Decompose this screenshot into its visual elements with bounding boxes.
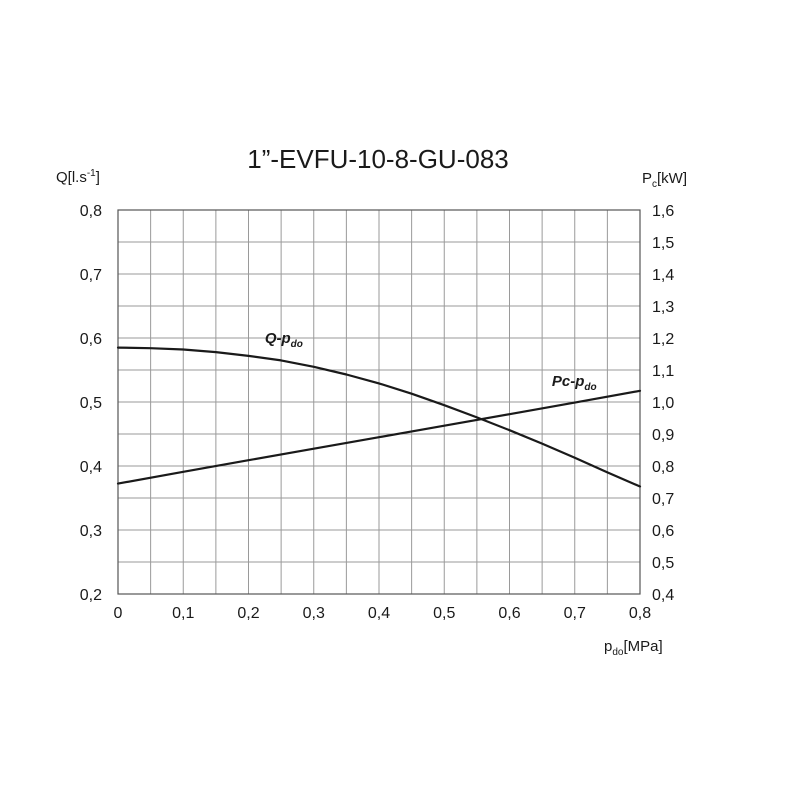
y-right-tick-label: 1,3 <box>652 299 674 316</box>
y-left-tick-label: 0,7 <box>80 267 102 284</box>
y-right-tick-label: 0,8 <box>652 459 674 476</box>
y-left-tick-label: 0,5 <box>80 395 102 412</box>
series-line-q <box>116 346 642 488</box>
y-right-tick-label: 1,1 <box>652 363 674 380</box>
y-left-tick-labels: 0,2 0,3 0,4 0,5 0,6 0,7 0,8 <box>80 203 102 604</box>
x-tick-label: 0,3 <box>303 605 325 622</box>
y-right-tick-labels: 0,4 0,5 0,6 0,7 0,8 0,9 1,0 1,1 1,2 1,3 1,4 1,5 1,6 <box>652 203 674 604</box>
x-tick-label: 0,2 <box>237 605 259 622</box>
x-tick-label: 0,6 <box>498 605 520 622</box>
chart-title: 1”-EVFU-10-8-GU-083 <box>247 144 509 174</box>
y-left-tick-label: 0,6 <box>80 331 102 348</box>
series-label-q: Q-pdo <box>265 330 303 350</box>
y-left-tick-label: 0,3 <box>80 523 102 540</box>
x-tick-label: 0,4 <box>368 605 390 622</box>
x-tick-label: 0,7 <box>564 605 586 622</box>
x-tick-label: 0,8 <box>629 605 651 622</box>
y-right-tick-label: 1,4 <box>652 267 674 284</box>
y-right-tick-label: 0,7 <box>652 491 674 508</box>
y-right-tick-label: 1,6 <box>652 203 674 220</box>
series-group <box>116 346 642 488</box>
x-tick-labels: 0 0,1 0,2 0,3 0,4 0,5 0,6 0,7 0,8 <box>114 605 652 622</box>
plot-border <box>117 209 641 595</box>
y-right-axis-label: Pc[kW] <box>642 170 687 190</box>
series-label-pc: Pc-pdo <box>552 373 597 393</box>
plot-frame <box>117 209 641 595</box>
y-right-tick-label: 1,2 <box>652 331 674 348</box>
series-labels: Q-pdo Pc-pdo <box>265 330 597 393</box>
y-right-tick-label: 0,4 <box>652 587 674 604</box>
x-axis-label: pdo[MPa] <box>604 638 663 658</box>
y-left-tick-label: 0,4 <box>80 459 102 476</box>
y-right-tick-label: 0,6 <box>652 523 674 540</box>
x-tick-label: 0,1 <box>172 605 194 622</box>
series-line-pc <box>116 389 642 485</box>
y-right-tick-label: 1,5 <box>652 235 674 252</box>
y-right-tick-label: 1,0 <box>652 395 674 412</box>
grid <box>117 209 641 595</box>
y-left-axis-label: Q[l.s-1] <box>56 168 100 186</box>
x-tick-label: 0 <box>114 605 123 622</box>
y-left-tick-label: 0,2 <box>80 587 102 604</box>
y-right-tick-label: 0,9 <box>652 427 674 444</box>
y-right-tick-label: 0,5 <box>652 555 674 572</box>
x-tick-label: 0,5 <box>433 605 455 622</box>
y-left-tick-label: 0,8 <box>80 203 102 220</box>
